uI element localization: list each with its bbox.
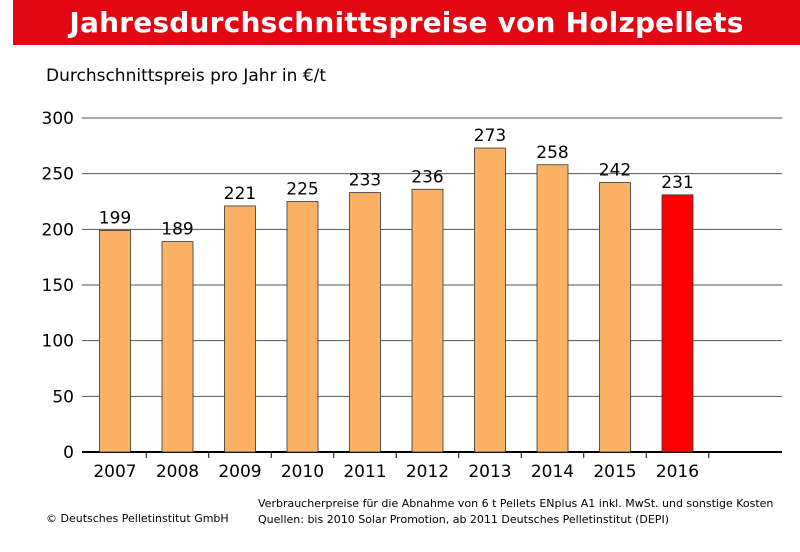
bar bbox=[349, 192, 381, 453]
bar bbox=[286, 201, 319, 453]
data-label: 221 bbox=[224, 184, 256, 204]
copyright-note: © Deutsches Pelletinstitut GmbH bbox=[46, 512, 229, 525]
source-note-line2: Quellen: bis 2010 Solar Promotion, ab 20… bbox=[258, 513, 669, 526]
bar bbox=[536, 164, 569, 453]
y-tick-label: 300 bbox=[42, 109, 74, 129]
y-axis-label: Durchschnittspreis pro Jahr in €/t bbox=[46, 66, 327, 86]
data-label: 273 bbox=[474, 126, 506, 146]
bar bbox=[661, 194, 694, 453]
x-tick-label: 2015 bbox=[593, 462, 636, 482]
x-tick-label: 2014 bbox=[531, 462, 574, 482]
bar bbox=[224, 205, 256, 453]
bar bbox=[99, 230, 131, 453]
y-tick-label: 250 bbox=[42, 165, 74, 185]
x-tick-label: 2008 bbox=[156, 462, 199, 482]
x-tick-label: 2007 bbox=[93, 462, 136, 482]
y-tick-label: 50 bbox=[52, 387, 74, 407]
data-label: 233 bbox=[349, 171, 381, 191]
data-label: 258 bbox=[536, 143, 568, 163]
x-tick-label: 2009 bbox=[218, 462, 261, 482]
bar bbox=[411, 188, 444, 453]
y-tick-label: 100 bbox=[42, 332, 74, 352]
data-label: 236 bbox=[411, 167, 443, 187]
x-tick-label: 2012 bbox=[406, 462, 449, 482]
data-label: 199 bbox=[99, 208, 131, 228]
data-label: 189 bbox=[161, 220, 193, 240]
data-label: 225 bbox=[286, 180, 318, 200]
data-label: 242 bbox=[599, 161, 631, 181]
x-tick-label: 2013 bbox=[468, 462, 511, 482]
y-tick-label: 150 bbox=[42, 276, 74, 296]
bar bbox=[599, 182, 631, 453]
bar bbox=[161, 241, 194, 453]
source-notes: Verbraucherpreise für die Abnahme von 6 … bbox=[258, 496, 773, 528]
chart-title: Jahresdurchschnittspreise von Holzpellet… bbox=[69, 6, 744, 39]
y-tick-label: 200 bbox=[42, 220, 74, 240]
x-tick-label: 2010 bbox=[281, 462, 324, 482]
data-label: 231 bbox=[661, 173, 693, 193]
bar bbox=[474, 147, 506, 453]
x-tick-label: 2011 bbox=[343, 462, 386, 482]
source-note-line1: Verbraucherpreise für die Abnahme von 6 … bbox=[258, 497, 774, 510]
y-tick-label: 0 bbox=[63, 443, 74, 463]
title-banner: Jahresdurchschnittspreise von Holzpellet… bbox=[13, 0, 800, 45]
x-tick-label: 2016 bbox=[656, 462, 699, 482]
